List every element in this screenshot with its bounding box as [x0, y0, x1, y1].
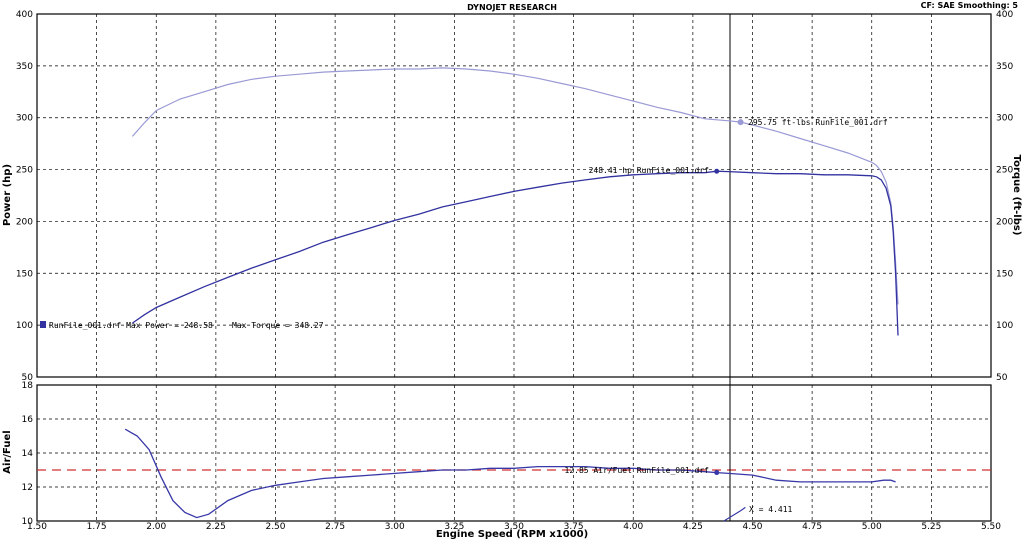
afr-tick-label: 18 [22, 381, 34, 391]
y-tick-label-left: 250 [16, 166, 33, 176]
x-tick-label: 4.50 [742, 522, 762, 532]
x-tick-label: 3.50 [504, 522, 524, 532]
afr-tick-label: 14 [22, 449, 34, 459]
afr-cursor-label: 12.85 Air/Fuel RunFile_001.drf [565, 466, 710, 475]
x-tick-label: 2.25 [206, 522, 226, 532]
legend-swatch [40, 321, 46, 328]
chart-settings: CF: SAE Smoothing: 5 [921, 1, 1019, 10]
x-tick-label: 1.50 [27, 522, 47, 532]
x-tick-label: 1.75 [87, 522, 107, 532]
x-tick-label: 2.00 [146, 522, 166, 532]
y-tick-label-left: 150 [16, 269, 33, 279]
y-tick-label-left: 350 [16, 62, 33, 72]
y-axis-left-title: Power (hp) [2, 164, 13, 226]
x-tick-label: 5.50 [981, 522, 1001, 532]
x-tick-label: 5.00 [862, 522, 882, 532]
x-tick-label: 3.75 [564, 522, 584, 532]
y-tick-label-right: 150 [996, 269, 1013, 279]
torque-cursor-label: 295.75 ft-lbs RunFile_001.drf [748, 118, 888, 127]
x-tick-label: 2.50 [265, 522, 285, 532]
chart-title: DYNOJET RESEARCH [467, 3, 557, 12]
power-torque-grid [37, 14, 991, 377]
y-tick-label-left: 400 [16, 10, 33, 20]
x-tick-label: 4.00 [623, 522, 643, 532]
y-tick-label-right: 350 [996, 62, 1013, 72]
y-tick-label-left: 300 [16, 114, 33, 124]
y-tick-label-right: 50 [996, 373, 1008, 383]
torque-series-line [131, 67, 899, 305]
power-cursor-label: 248.41 hp RunFile_001.drf [589, 166, 710, 175]
x-tick-label: 3.00 [385, 522, 405, 532]
cursor-tail-line [723, 506, 746, 522]
y-tick-label-right: 400 [996, 10, 1013, 20]
axis-ticks: 1.50 1.75 2.00 2.25 2.50 2.75 3.00 3.25 3.50 3.75… [16, 10, 1014, 532]
x-tick-label: 4.75 [802, 522, 822, 532]
x-tick-label: 2.75 [325, 522, 345, 532]
x-tick-label: 4.25 [683, 522, 703, 532]
x-axis-title: Engine Speed (RPM x1000) [436, 529, 588, 540]
afr-axis-title: Air/Fuel [2, 430, 13, 473]
air-fuel-grid [37, 385, 991, 521]
afr-tick-label: 12 [22, 483, 33, 493]
afr-tick-label: 16 [22, 415, 34, 425]
afr-series-line [124, 428, 896, 519]
power-series-line [132, 170, 899, 336]
y-tick-label-left: 100 [16, 321, 33, 331]
afr-tick-label: 10 [22, 517, 34, 527]
y-tick-label-right: 100 [996, 321, 1013, 331]
cursor-x-label: X = 4.411 [749, 505, 793, 514]
x-tick-label: 3.25 [444, 522, 464, 532]
power-marker [714, 168, 720, 174]
afr-marker [714, 470, 720, 476]
x-tick-label: 5.25 [921, 522, 941, 532]
y-tick-label-left: 200 [16, 217, 33, 227]
y-axis-right-title: Torque (ft-lbs) [1011, 155, 1022, 236]
y-tick-label-right: 250 [996, 166, 1013, 176]
y-tick-label-left: 50 [22, 373, 34, 383]
max-summary-label: RunFile_001.drf Max Power = 248.58 Max T… [49, 321, 324, 330]
y-tick-label-right: 300 [996, 114, 1013, 124]
torque-marker [737, 119, 744, 126]
y-tick-label-right: 200 [996, 217, 1013, 227]
